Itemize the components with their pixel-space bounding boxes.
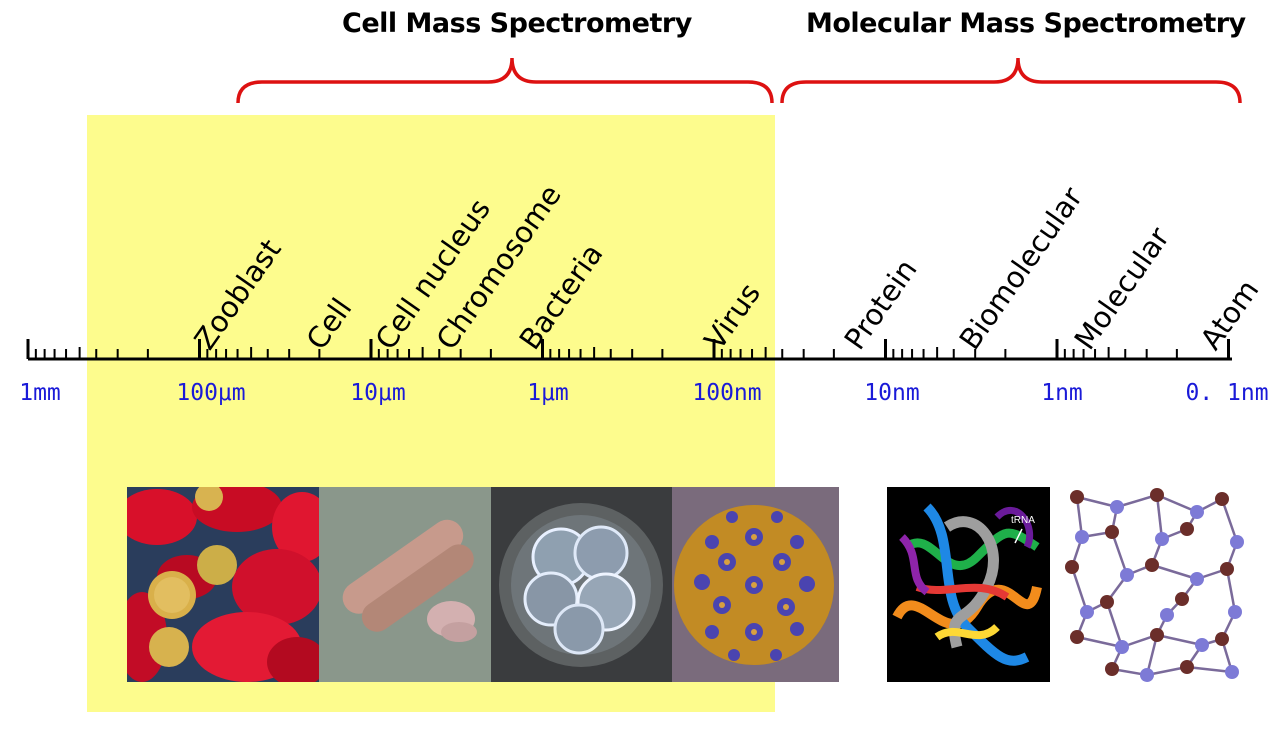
scale-label-1mm: 1mm — [19, 380, 61, 406]
molecular-ms-brace — [780, 57, 1242, 104]
chromosome-image — [319, 487, 491, 682]
embryo-cell-image — [491, 487, 672, 682]
scale-ticks — [26, 339, 1230, 359]
atom-lattice-image — [1057, 487, 1249, 682]
protein-ribbon-image: tRNA — [887, 487, 1050, 682]
scale-label-10um: 10μm — [350, 380, 406, 406]
scale-label-0-1nm: 0. 1nm — [1185, 380, 1269, 406]
scale-label-1um: 1μm — [527, 380, 569, 406]
virus-image — [672, 487, 839, 682]
scale-label-1nm: 1nm — [1041, 380, 1083, 406]
trna-caption: tRNA — [1011, 515, 1035, 526]
scale-label-100nm: 100nm — [692, 380, 762, 406]
length-scale-axis — [26, 339, 1232, 361]
range-braces — [236, 57, 1242, 104]
scale-label-10nm: 10nm — [864, 380, 920, 406]
blood-cells-image — [127, 487, 319, 682]
cell-ms-brace — [236, 57, 774, 104]
scale-label-100um: 100μm — [176, 380, 246, 406]
cell-mass-spectrometry-title: Cell Mass Spectrometry — [342, 8, 692, 39]
molecular-mass-spectrometry-title: Molecular Mass Spectrometry — [806, 8, 1246, 39]
